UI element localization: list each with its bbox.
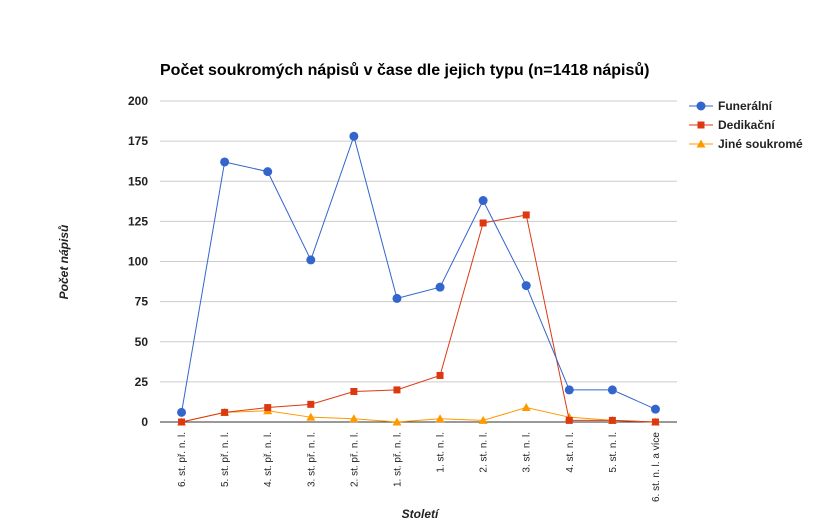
- x-axis-title: Století: [402, 507, 440, 521]
- series-0-line: [181, 134, 656, 413]
- x-tick-label: 4. st. n. l.: [565, 432, 576, 473]
- series-0-point: [263, 167, 273, 177]
- legend-label: Dedikační: [718, 118, 775, 132]
- x-axis-ticks: 6. st. př. n. l. 5. st. př. n. l. 4. st. p…: [177, 432, 662, 502]
- y-tick-label: 75: [135, 295, 149, 309]
- x-tick-label: 3. st. př. n. l.: [306, 432, 317, 487]
- series-2-point: [521, 403, 531, 412]
- legend-label: Jiné soukromé: [718, 137, 803, 151]
- series-0-point: [177, 407, 187, 417]
- series-1-point: [608, 416, 616, 424]
- series-0-point: [435, 282, 445, 292]
- x-tick-label: 5. st. n. l.: [608, 432, 619, 473]
- series-0-point: [349, 131, 359, 141]
- x-tick-label: 4. st. př. n. l.: [263, 432, 274, 487]
- series-0-point: [392, 293, 402, 303]
- x-tick-label: 6. st. n. l. a více: [651, 432, 662, 502]
- series-2-point: [435, 414, 445, 423]
- series-2-point: [392, 417, 402, 426]
- series-0-point: [564, 385, 574, 395]
- series-1-line: [181, 214, 656, 423]
- series-0: [177, 131, 660, 417]
- legend-0-point: [696, 101, 706, 111]
- legend-item: Funerální: [689, 99, 773, 113]
- y-tick-label: 150: [128, 174, 148, 188]
- series-1-point: [651, 418, 659, 426]
- legend-label: Funerální: [718, 99, 773, 113]
- y-tick-label: 175: [128, 134, 148, 148]
- series-1-point: [307, 400, 315, 408]
- series-1: [178, 211, 659, 426]
- x-tick-label: 1. st. př. n. l.: [392, 432, 403, 487]
- gridlines: [160, 100, 677, 423]
- x-tick-label: 3. st. n. l.: [522, 432, 533, 473]
- series-2-point: [306, 412, 316, 421]
- series-2-point: [478, 415, 488, 424]
- series-0-point: [220, 157, 230, 167]
- series-1-point: [436, 371, 444, 379]
- x-tick-label: 1. st. n. l.: [436, 432, 447, 473]
- x-tick-label: 5. st. př. n. l.: [220, 432, 231, 487]
- y-tick-label: 25: [135, 375, 149, 389]
- series-1-point: [350, 388, 358, 396]
- y-axis-ticks: 0 25 50 75 100 125 150 175 200: [128, 94, 148, 429]
- y-tick-label: 125: [128, 214, 148, 228]
- y-tick-label: 100: [128, 255, 148, 269]
- y-tick-label: 50: [135, 335, 149, 349]
- series-1-point: [522, 211, 530, 219]
- legend-item: Jiné soukromé: [689, 137, 803, 151]
- series-2-line: [181, 407, 656, 423]
- series-0-point: [607, 385, 617, 395]
- x-tick-label: 2. st. n. l.: [479, 432, 490, 473]
- series-1-point: [221, 408, 229, 416]
- y-tick-label: 0: [141, 415, 148, 429]
- series-1-point: [565, 416, 573, 424]
- series-1-point: [393, 386, 401, 394]
- series-1-point: [479, 219, 487, 227]
- legend: Funerální Dedikační Jiné soukromé: [689, 99, 803, 151]
- series-1-point: [178, 418, 186, 426]
- series-1-point: [264, 404, 272, 412]
- series-0-point: [478, 196, 488, 206]
- y-axis-title: Počet nápisů: [57, 224, 71, 299]
- series-2-point: [349, 414, 359, 423]
- x-tick-label: 2. st. př. n. l.: [349, 432, 360, 487]
- legend-2-point: [696, 139, 706, 148]
- series-0-point: [650, 404, 660, 414]
- series-0-point: [306, 255, 316, 265]
- y-tick-label: 200: [128, 94, 148, 108]
- series-0-point: [521, 281, 531, 291]
- x-tick-label: 6. st. př. n. l.: [177, 432, 188, 487]
- legend-1-point: [697, 121, 705, 129]
- chart-title: Počet soukromých nápisů v čase dle jejic…: [160, 62, 650, 79]
- series-layer: [177, 131, 660, 426]
- legend-item: Dedikační: [689, 118, 775, 132]
